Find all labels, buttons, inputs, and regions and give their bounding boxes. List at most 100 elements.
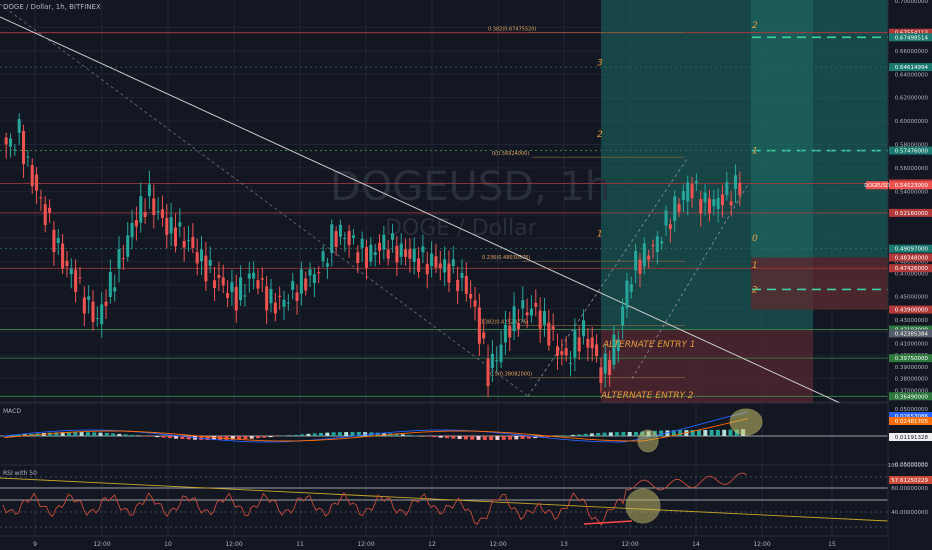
macd-histogram-bar <box>671 430 676 436</box>
macd-histogram-bar <box>205 436 210 440</box>
candle-body <box>91 301 95 323</box>
macd-histogram-bar <box>319 432 323 436</box>
macd-histogram-bar <box>111 433 116 436</box>
candle-body <box>660 241 664 244</box>
candle-body <box>17 119 21 133</box>
macd-histogram-bar <box>230 436 235 440</box>
candle-body <box>299 269 303 294</box>
candle-body <box>295 292 299 301</box>
stop-zone-right <box>751 257 888 310</box>
candle-body <box>130 223 134 238</box>
macd-histogram-bar <box>180 436 185 440</box>
macd-histogram-bar <box>545 436 550 438</box>
rsi-pane <box>0 472 889 528</box>
rsi-line <box>2 472 748 526</box>
macd-histogram-bar <box>715 429 720 436</box>
macd-histogram-bar <box>117 433 122 436</box>
candle-body <box>147 184 151 197</box>
candle-body <box>39 197 43 199</box>
target-zone-right <box>751 0 888 258</box>
candle-body <box>699 198 703 214</box>
candle-body <box>186 239 191 241</box>
candles <box>4 113 742 398</box>
macd-histogram-bar <box>709 429 714 436</box>
candle-body <box>495 360 499 362</box>
candle-body <box>221 277 225 286</box>
price-label-bg <box>889 305 932 314</box>
time-axis-bg[interactable] <box>0 536 888 550</box>
candle-body <box>716 197 720 209</box>
macd-histogram-bar <box>413 435 418 436</box>
candle-body <box>347 231 351 246</box>
candle-body <box>87 296 91 300</box>
watermark-main: DOGEUSD, 1h <box>330 164 610 210</box>
macd-histogram-bar <box>243 436 248 440</box>
candle-body <box>30 165 34 187</box>
candle-body <box>538 310 542 329</box>
macd-histogram-bar <box>293 434 298 436</box>
macd-histogram-bar <box>281 435 286 437</box>
price-tick: 0.56000000 <box>895 166 929 172</box>
macd-histogram-bar <box>690 430 695 436</box>
price-tick: 0.62000000 <box>895 96 929 102</box>
symbol-tag-bg <box>866 181 888 190</box>
price-label: 0.43900000 <box>895 308 929 314</box>
candle-body <box>690 184 694 199</box>
fib-label: 0.5(0.38082000) <box>490 372 532 378</box>
candle-body <box>477 307 481 344</box>
candle-body <box>490 353 494 369</box>
candle-body <box>108 272 112 298</box>
candle-body <box>421 246 425 253</box>
price-label: 0.36490000 <box>895 394 929 400</box>
price-label-bg <box>889 354 932 363</box>
macd-histogram-bar <box>426 436 431 437</box>
macd-histogram-bar <box>407 434 412 436</box>
alternate-entry-2-label: ALTERNATE ENTRY 2 <box>600 391 694 401</box>
candle-body <box>291 281 295 290</box>
macd-histogram-bar <box>325 432 330 436</box>
candle-body <box>182 240 186 248</box>
time-axis[interactable]: 9 12:00 10 12:00 11 12:00 12 12:00 13 12:00 14 12:0… <box>33 541 836 548</box>
candle-body <box>4 137 8 145</box>
candle-body <box>143 212 147 218</box>
trend-lines[interactable] <box>0 3 841 404</box>
candle-body <box>569 362 573 364</box>
candle-body <box>247 273 251 279</box>
candle-body <box>599 367 603 383</box>
time-tick: 10 <box>164 541 172 548</box>
candle-body <box>377 242 382 251</box>
candle-body <box>78 277 82 279</box>
fib-label: 0(0.56924000) <box>492 151 529 157</box>
time-tick: 12:00 <box>93 541 110 548</box>
candle-body <box>621 306 625 326</box>
candle-body <box>317 272 321 274</box>
rsi-title: RSI with 50 <box>3 470 37 477</box>
macd-histogram-bar <box>237 436 242 440</box>
candle-body <box>503 324 507 343</box>
candle-body <box>525 312 529 316</box>
candle-body <box>720 194 724 206</box>
macd-histogram-bar <box>571 434 575 436</box>
candle-body <box>43 204 47 226</box>
rsi-label: 100.00000000 <box>888 463 929 469</box>
candle-body <box>165 217 169 235</box>
price-axis-bg[interactable] <box>888 0 932 550</box>
rsi-label: 40.00000000 <box>891 510 928 516</box>
candle-body <box>399 243 403 257</box>
candle-body <box>204 255 208 282</box>
time-tick: 15 <box>828 541 836 548</box>
rsi-divergence-line <box>583 520 633 525</box>
candle-body <box>321 251 325 262</box>
horizontal-levels[interactable] <box>0 32 888 397</box>
candle-body <box>443 259 447 273</box>
macd-histogram-bar <box>350 432 355 436</box>
candle-body <box>104 301 108 307</box>
candle-body <box>269 288 273 304</box>
candle-body <box>677 204 681 212</box>
macd-histogram-bar <box>463 436 468 440</box>
candle-body <box>456 279 460 292</box>
macd-histogram-bar <box>495 436 500 440</box>
price-axis[interactable]: 0.66000000 0.64000000 0.62000000 0.60000000… <box>864 0 932 516</box>
candle-body <box>95 317 99 319</box>
